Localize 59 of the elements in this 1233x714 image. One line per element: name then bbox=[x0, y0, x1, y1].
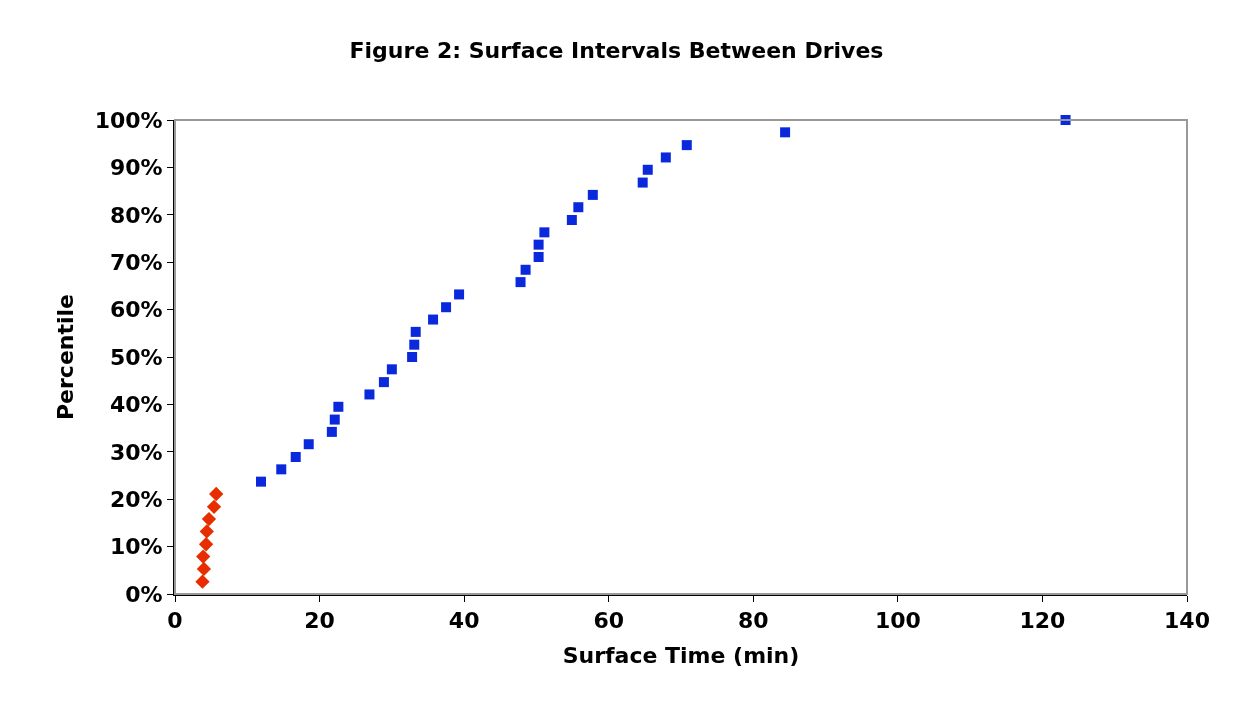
point bbox=[410, 326, 421, 337]
point bbox=[642, 164, 653, 175]
point bbox=[407, 352, 418, 362]
x-tick-label: 140 bbox=[1164, 608, 1210, 634]
point bbox=[378, 377, 389, 388]
point bbox=[533, 251, 544, 262]
point bbox=[196, 561, 212, 577]
point bbox=[533, 239, 544, 250]
point bbox=[587, 189, 598, 200]
point bbox=[201, 511, 217, 527]
point bbox=[276, 464, 287, 475]
point bbox=[198, 537, 214, 552]
point bbox=[206, 499, 222, 514]
x-tick-label: 60 bbox=[593, 608, 625, 634]
point bbox=[303, 439, 314, 450]
y-tick-label: 30% bbox=[109, 439, 163, 465]
point bbox=[256, 476, 267, 487]
point bbox=[780, 127, 791, 138]
point bbox=[520, 264, 531, 275]
x-tick-label: 20 bbox=[304, 608, 335, 634]
y-axis-title: Percentile bbox=[52, 293, 78, 421]
point bbox=[196, 549, 211, 564]
point bbox=[209, 486, 224, 502]
point bbox=[386, 364, 397, 375]
y-tick-label: 70% bbox=[109, 249, 163, 275]
y-tick-label: 50% bbox=[109, 344, 163, 370]
chart-title: Figure 2: Surface Intervals Between Drives bbox=[349, 38, 884, 64]
point bbox=[290, 452, 301, 463]
y-tick-label: 20% bbox=[109, 486, 163, 512]
point bbox=[660, 152, 671, 163]
point bbox=[326, 426, 337, 437]
x-tick-label: 100 bbox=[874, 608, 921, 634]
point bbox=[409, 339, 420, 350]
point bbox=[454, 289, 465, 300]
point bbox=[566, 215, 577, 226]
y-tick-label: 0% bbox=[125, 581, 163, 607]
y-tick-label: 10% bbox=[109, 534, 163, 560]
point bbox=[199, 524, 214, 539]
y-tick-label: 60% bbox=[109, 297, 163, 323]
point bbox=[637, 177, 648, 188]
y-tick-label: 90% bbox=[109, 155, 163, 181]
point bbox=[333, 401, 344, 412]
x-tick-label: 80 bbox=[737, 608, 769, 634]
point bbox=[539, 227, 550, 238]
point bbox=[364, 389, 375, 400]
point bbox=[681, 140, 692, 151]
x-tick-label: 40 bbox=[448, 608, 480, 634]
point bbox=[573, 202, 584, 213]
x-tick-label: 120 bbox=[1019, 608, 1066, 634]
y-tick-label: 100% bbox=[94, 107, 163, 133]
point bbox=[428, 314, 439, 325]
point bbox=[195, 574, 210, 589]
point bbox=[329, 414, 340, 425]
y-tick-label: 80% bbox=[109, 202, 163, 228]
x-tick-label: 0 bbox=[167, 608, 183, 634]
point bbox=[441, 302, 452, 313]
y-tick-label: 40% bbox=[109, 392, 163, 418]
point bbox=[515, 277, 526, 288]
x-axis-title: Surface Time (min) bbox=[562, 642, 800, 668]
